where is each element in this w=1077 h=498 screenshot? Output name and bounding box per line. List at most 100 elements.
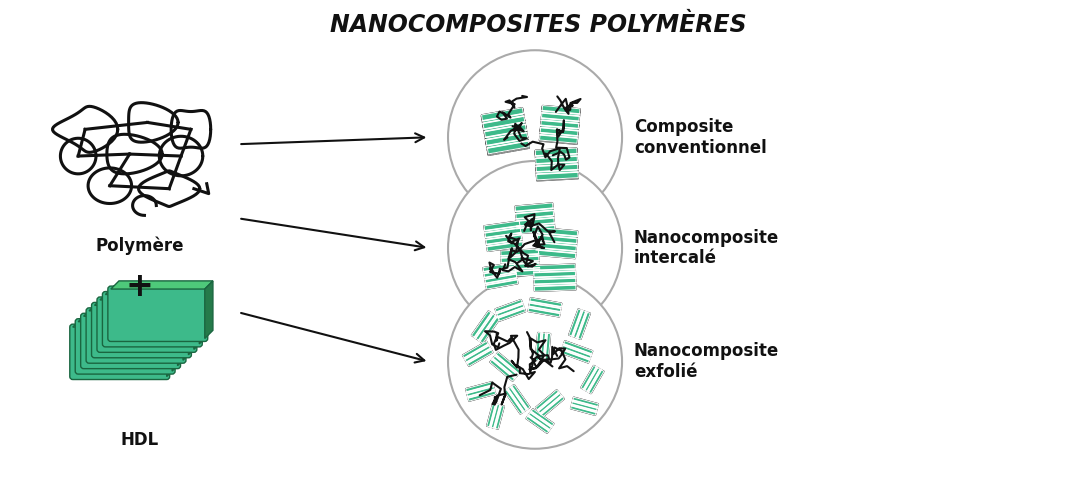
Circle shape [448,50,623,224]
Polygon shape [482,117,524,129]
Polygon shape [542,114,579,123]
Polygon shape [536,164,578,172]
Polygon shape [482,262,515,272]
Polygon shape [481,109,529,155]
Polygon shape [89,303,192,311]
Text: Composite
conventionnel: Composite conventionnel [634,118,767,157]
Polygon shape [501,256,538,263]
Polygon shape [472,311,500,343]
Polygon shape [569,309,582,336]
Text: HDL: HDL [121,431,158,449]
Polygon shape [490,360,515,381]
Polygon shape [485,126,527,139]
Polygon shape [465,346,490,362]
Polygon shape [534,285,576,291]
Polygon shape [569,309,590,339]
Polygon shape [482,262,518,289]
Polygon shape [194,292,202,350]
Polygon shape [534,271,575,277]
Text: Nanocomposite
exfolié: Nanocomposite exfolié [634,342,779,381]
Polygon shape [465,381,493,392]
Polygon shape [482,116,524,129]
FancyBboxPatch shape [75,319,176,374]
Polygon shape [541,396,564,417]
Polygon shape [468,391,495,401]
Polygon shape [537,228,577,237]
Polygon shape [533,264,575,270]
Polygon shape [462,341,488,358]
Polygon shape [493,356,518,377]
Polygon shape [571,397,599,415]
Polygon shape [479,317,500,343]
Polygon shape [467,350,493,367]
Polygon shape [485,274,517,283]
Polygon shape [540,107,581,144]
Polygon shape [476,314,495,340]
Polygon shape [537,235,577,244]
Polygon shape [538,393,561,413]
Polygon shape [516,210,554,219]
FancyBboxPatch shape [108,286,208,342]
Polygon shape [481,108,529,154]
Polygon shape [504,384,530,414]
Polygon shape [540,106,581,143]
Polygon shape [542,113,579,122]
Polygon shape [535,157,577,165]
Polygon shape [484,221,520,231]
Polygon shape [512,384,530,409]
Polygon shape [487,141,529,154]
Polygon shape [172,314,180,371]
Polygon shape [499,308,526,321]
Polygon shape [485,228,521,238]
Polygon shape [535,148,578,180]
Polygon shape [572,401,598,411]
Polygon shape [536,165,578,173]
Polygon shape [541,127,578,136]
Polygon shape [484,268,516,277]
Polygon shape [481,108,523,121]
FancyBboxPatch shape [81,313,181,369]
Polygon shape [535,148,578,180]
Polygon shape [563,341,592,354]
Polygon shape [199,286,208,344]
Polygon shape [481,108,523,122]
Polygon shape [486,133,528,146]
Polygon shape [485,125,527,138]
Polygon shape [535,390,559,410]
Polygon shape [487,142,529,155]
Polygon shape [487,142,529,155]
Circle shape [448,275,623,449]
Polygon shape [528,298,562,317]
Polygon shape [482,117,524,130]
Polygon shape [535,333,541,361]
Polygon shape [533,264,576,291]
Polygon shape [462,341,493,367]
Polygon shape [491,404,500,428]
Polygon shape [487,403,495,427]
Polygon shape [486,235,522,245]
Polygon shape [515,203,555,234]
FancyBboxPatch shape [70,324,170,379]
Polygon shape [472,311,491,337]
Polygon shape [502,270,540,277]
Polygon shape [516,218,555,227]
Polygon shape [573,397,599,407]
Polygon shape [481,109,523,123]
Polygon shape [542,114,579,122]
Polygon shape [183,303,192,360]
Polygon shape [485,124,527,137]
Polygon shape [465,381,495,401]
Polygon shape [95,297,197,305]
Polygon shape [542,106,581,115]
Polygon shape [487,141,529,154]
Polygon shape [540,333,546,361]
Polygon shape [495,299,526,321]
Polygon shape [535,149,577,157]
Polygon shape [536,164,578,172]
Polygon shape [540,135,577,143]
Polygon shape [486,279,518,289]
Polygon shape [560,350,589,363]
Polygon shape [481,109,523,122]
Polygon shape [529,303,561,312]
Polygon shape [528,308,560,317]
